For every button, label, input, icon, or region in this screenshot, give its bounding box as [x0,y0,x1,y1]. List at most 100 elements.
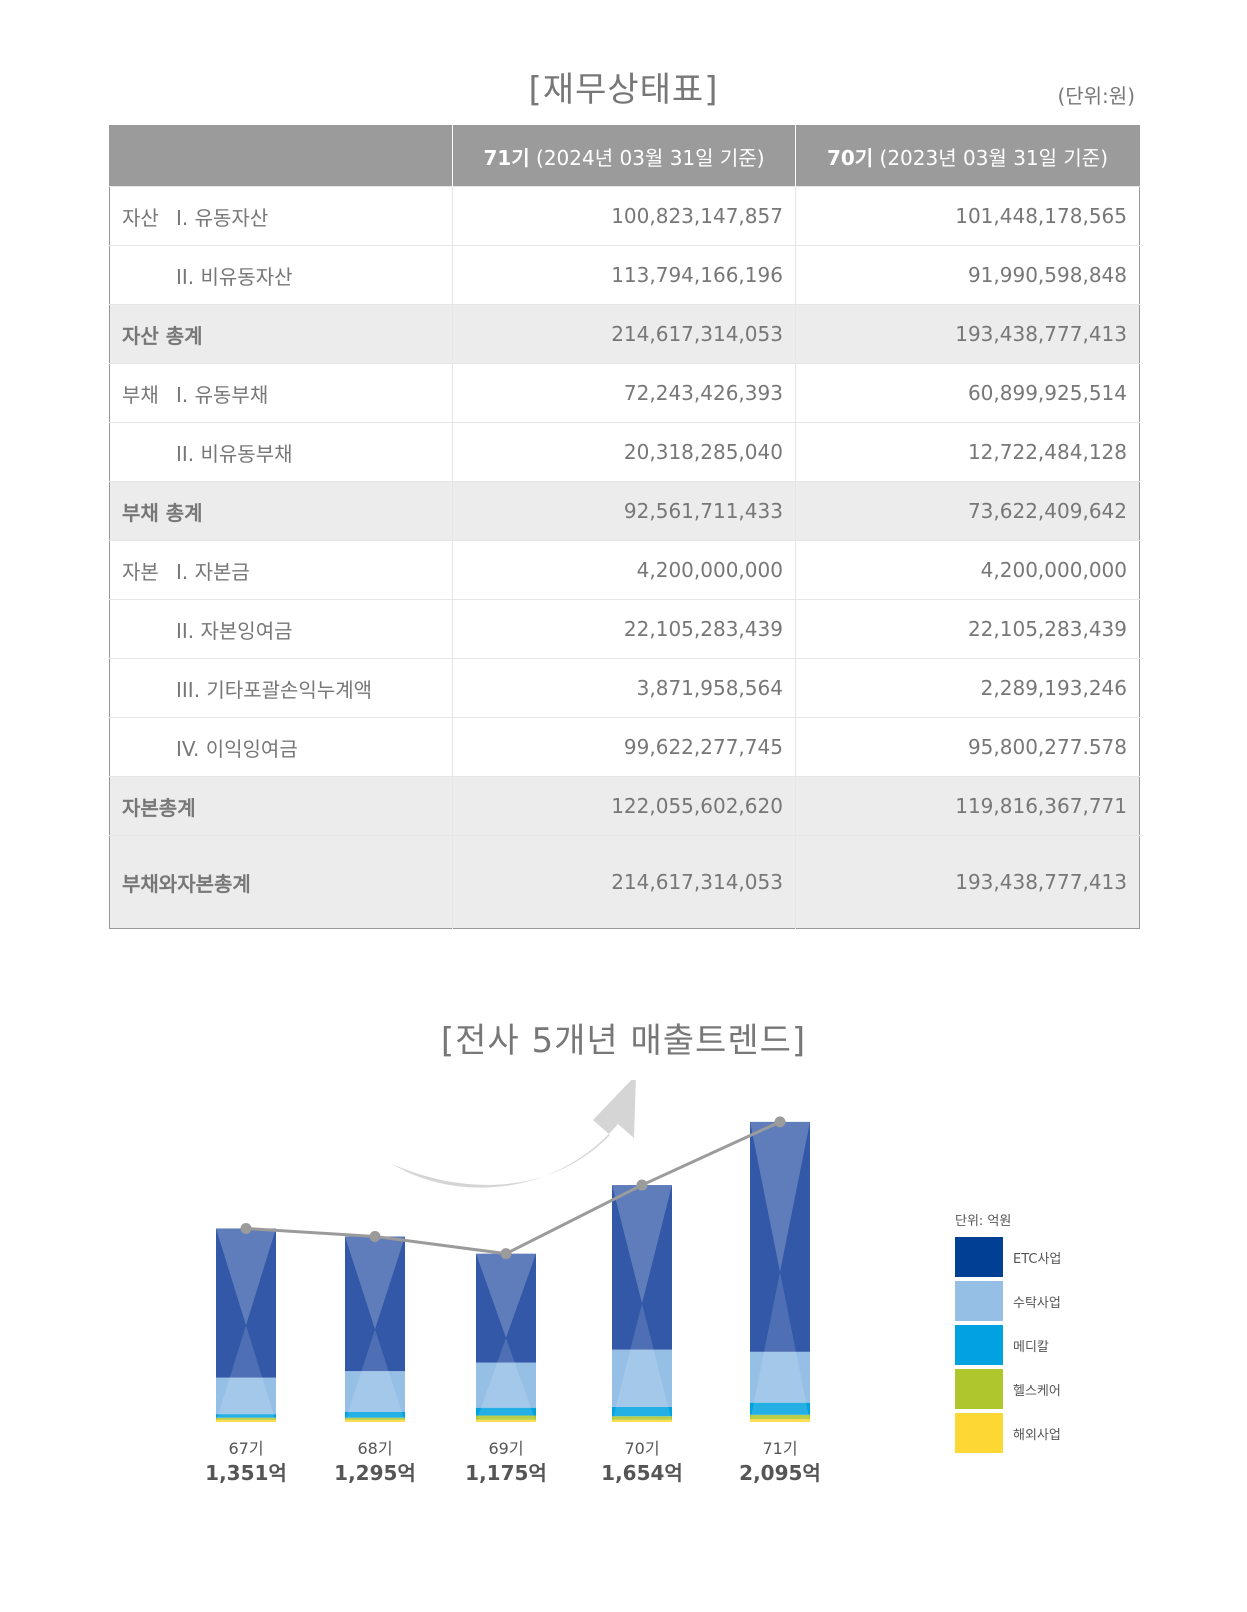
bar-71기 [750,1121,810,1422]
bar-segment [612,1406,672,1417]
row-label: 자산 I. 유동자산 [109,186,453,246]
trend-point [500,1248,512,1260]
bar-70기 [612,1185,672,1422]
trend-point [240,1222,252,1234]
legend-item: 헬스케어 [955,1367,1061,1411]
value-70: 193,438,777,413 [794,835,1140,929]
value-71: 20,318,285,040 [451,422,796,482]
legend-swatch [955,1369,1003,1409]
value-70: 193,438,777,413 [794,304,1140,364]
legend-swatch [955,1325,1003,1365]
item-label: I. 유동자산 [176,205,269,230]
bar-segment [476,1407,536,1416]
chart-title: [전사 5개년 매출트렌드] [440,1021,807,1061]
value-71: 3,871,958,564 [451,658,796,718]
total-label: 1,351억 [205,1461,287,1485]
header-period-71: 71기 (2024년 03월 31일 기준) [451,125,796,187]
legend-item: 수탁사업 [955,1279,1061,1323]
bar-sheen-bottom [476,1337,536,1422]
value-71: 113,794,166,196 [451,245,796,305]
bar-segment [216,1414,276,1418]
item-label: III. 기타포괄손익누계액 [176,677,373,702]
total-label: 자산 총계 [122,323,203,348]
value-70: 95,800,277.578 [794,717,1140,777]
trend-point [774,1116,786,1128]
item-label: I. 자본금 [176,559,250,584]
balance-sheet-title: [재무상태표] [528,70,719,110]
total-label: 자본총계 [122,795,196,820]
value-71: 214,617,314,053 [451,304,796,364]
bar-sheen-bottom [345,1329,405,1422]
chart-legend: 단위: 억원 ETC사업 수탁사업 메디칼 헬스케어 해외사업 [955,1210,1061,1455]
bar-segment [612,1416,672,1420]
bar-sheen-bottom [216,1325,276,1422]
balance-sheet-unit: (단위:원) [1057,84,1135,108]
bar-segment [476,1419,536,1422]
bar-sheen-top [476,1253,536,1338]
total-label: 1,654억 [601,1461,683,1485]
table-row: 부채와자본총계 214,617,314,053 193,438,777,413 [109,835,1140,929]
trend-line [245,1120,781,1256]
row-label: 자본 I. 자본금 [109,540,453,600]
bar-segment [750,1402,810,1415]
value-71: 72,243,426,393 [451,363,796,423]
row-label: IV. 이익잉여금 [109,717,453,777]
bar-segment [612,1349,672,1407]
value-70: 60,899,925,514 [794,363,1140,423]
table-row: III. 기타포괄손익누계액 3,871,958,564 2,289,193,246 [109,658,1140,718]
legend-unit-label: 단위: 억원 [955,1214,1012,1229]
bar-segment [750,1121,810,1352]
bar-segment [476,1253,536,1363]
bar-68기 [345,1236,405,1422]
table-row: II. 비유동자산 113,794,166,196 91,990,598,848 [109,245,1140,305]
value-70: 91,990,598,848 [794,245,1140,305]
value-70: 22,105,283,439 [794,599,1140,659]
legend-label: 해외사업 [1013,1427,1061,1443]
bar-segment [750,1414,810,1420]
legend-item: 해외사업 [955,1411,1061,1455]
value-71: 100,823,147,857 [451,186,796,246]
table-row: 자산 I. 유동자산 100,823,147,857 101,448,178,565 [109,186,1140,246]
value-70: 101,448,178,565 [794,186,1140,246]
total-label: 부채와자본총계 [122,871,251,896]
legend-swatch [955,1237,1003,1277]
category-label: 자본 [122,559,159,584]
bar-sheen-top [750,1121,810,1272]
item-label: I. 유동부채 [176,382,269,407]
bar-sheen-top [345,1236,405,1330]
bar-segment [345,1236,405,1372]
bar-segment [476,1362,536,1408]
bar-segment [612,1419,672,1422]
table-row: II. 자본잉여금 22,105,283,439 22,105,283,439 [109,599,1140,659]
category-label: 자산 [122,205,159,230]
bar-segment [345,1419,405,1422]
trend-point [636,1179,648,1191]
bar-69기 [476,1253,536,1422]
value-71: 214,617,314,053 [451,835,796,929]
value-70: 12,722,484,128 [794,422,1140,482]
bar-sheen-bottom [750,1271,810,1422]
value-70: 73,622,409,642 [794,481,1140,541]
item-label: II. 자본잉여금 [176,618,293,643]
table-row: 부채 I. 유동부채 72,243,426,393 60,899,925,514 [109,363,1140,423]
row-label: II. 비유동자산 [109,245,453,305]
balance-sheet-table: 71기 (2024년 03월 31일 기준) 70기 (2023년 03월 31… [109,125,1140,929]
bar-segment [612,1185,672,1350]
bar-segment [345,1411,405,1418]
item-label: II. 비유동부채 [176,441,293,466]
value-70: 2,289,193,246 [794,658,1140,718]
category-label: 69기 [488,1439,523,1458]
trend-point [369,1230,381,1242]
total-label: 1,295억 [334,1461,416,1485]
bar-segment [345,1417,405,1420]
value-70: 119,816,367,771 [794,776,1140,836]
category-label: 67기 [228,1439,263,1458]
row-label: 자산 총계 [109,304,453,364]
bar-segment [216,1417,276,1420]
bar-segment [750,1351,810,1403]
bar-sheen-bottom [612,1303,672,1422]
category-label: 부채 [122,382,159,407]
category-label: 71기 [762,1439,797,1458]
legend-label: 메디칼 [1013,1339,1049,1355]
bar-sheen-top [612,1185,672,1304]
